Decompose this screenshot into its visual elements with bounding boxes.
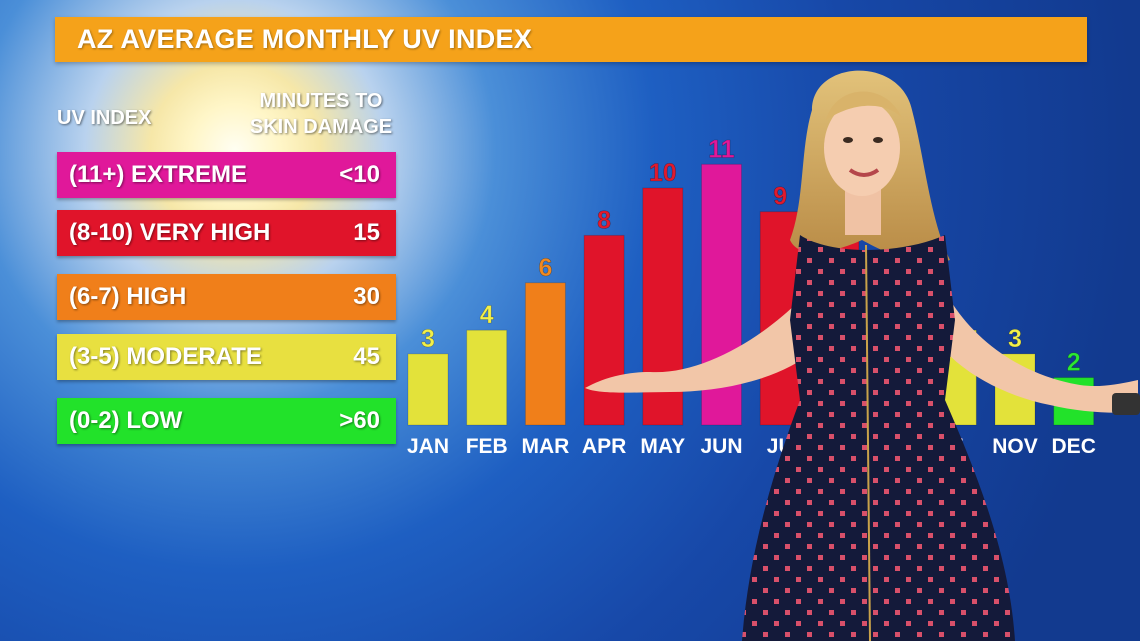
minutes-header-line1: MINUTES TO [259,90,383,112]
legend-label: (0-2) LOW [69,407,183,434]
bar-apr [583,234,625,426]
value-label-jan: 3 [421,325,435,353]
bar-feb [466,329,508,426]
month-label-may: MAY [640,435,685,458]
legend-minutes: 30 [353,283,380,310]
legend-label: (6-7) HIGH [69,283,187,310]
bar-group-mar: 6 MAR [521,253,569,458]
minutes-header: MINUTES TO SKIN DAMAGE [246,88,396,140]
bar-group-apr: 8 APR [582,206,626,458]
legend-row-extreme: (11+) EXTREME <10 [57,152,396,198]
value-label-feb: 4 [480,301,494,329]
month-label-apr: APR [582,435,626,458]
face [824,100,900,196]
legend-row-low: (0-2) LOW >60 [57,398,396,444]
legend-minutes: >60 [339,407,380,434]
uv-index-header: UV INDEX [57,107,152,129]
bar-group-jan: 3 JAN [407,325,449,458]
value-label-nov: 3 [1008,325,1022,353]
legend-label: (3-5) MODERATE [69,343,262,370]
month-label-jun: JUN [700,435,742,458]
right-arm [940,300,1138,413]
legend-minutes: 15 [353,219,380,246]
mouth [848,168,880,177]
legend-minutes: 45 [353,343,380,370]
value-label-jun: 11 [708,135,735,163]
month-label-nov: NOV [992,435,1038,458]
dress-zipper [865,244,871,641]
value-label-mar: 6 [538,254,552,282]
right-eye [873,137,883,143]
month-label-jan: JAN [407,435,449,458]
title-bar: AZ AVERAGE MONTHLY UV INDEX [55,17,1087,62]
legend-label: (8-10) VERY HIGH [69,219,271,246]
month-label-mar: MAR [521,435,569,458]
minutes-header-line2: SKIN DAMAGE [249,116,393,138]
month-label-feb: FEB [466,435,508,458]
bar-group-feb: 4 FEB [466,301,508,458]
legend-row-high: (6-7) HIGH 30 [57,274,396,320]
legend-row-very-high: (8-10) VERY HIGH 15 [57,210,396,256]
bar-mar [524,282,566,426]
month-label-dec: DEC [1052,435,1096,458]
value-label-may: 10 [649,159,677,187]
legend-label: (11+) EXTREME [69,161,248,188]
dress [742,235,1015,641]
value-label-dec: 2 [1067,349,1081,377]
left-arm [585,300,815,393]
clicker-icon [1112,393,1140,415]
chart-title: AZ AVERAGE MONTHLY UV INDEX [77,24,533,54]
legend-row-moderate: (3-5) MODERATE 45 [57,334,396,380]
left-eye [843,137,853,143]
legend-minutes: <10 [339,161,380,188]
value-label-jul: 9 [773,183,787,211]
bangs [826,91,902,120]
value-label-apr: 8 [597,206,611,234]
bar-jan [407,353,449,426]
